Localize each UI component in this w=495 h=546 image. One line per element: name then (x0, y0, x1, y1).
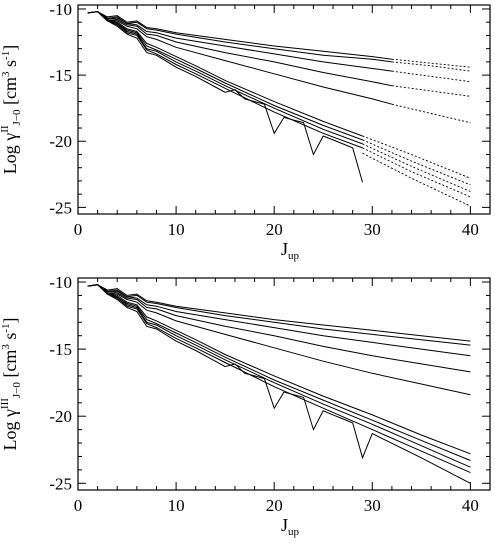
top-panel: 0 10 20 30 40 -10 -15 -20 -25 Jup Log γIIJ−0 [cm3 … (0, 0, 491, 262)
plot-frame (77, 277, 491, 491)
y-title-unit-sup2: -1 (0, 51, 12, 60)
series-group (87, 284, 471, 484)
y-tick-label: -25 (49, 198, 72, 217)
y-tick-label: -15 (49, 340, 72, 359)
series-line (87, 284, 471, 455)
series-line (87, 284, 471, 342)
y-title-sub: J−0 (11, 382, 23, 398)
series-extrapolation (362, 147, 471, 198)
y-title-unit-sup2: -1 (0, 323, 12, 332)
plot-frame (77, 4, 491, 215)
series-extrapolation (391, 61, 471, 72)
x-tick-label: 30 (364, 220, 381, 239)
series-extrapolation (391, 103, 471, 124)
series-extrapolation (362, 152, 471, 207)
y-title-sup: II (0, 125, 11, 133)
series-extrapolation (391, 70, 471, 83)
x-tick-label: 40 (462, 496, 479, 515)
bottom-panel: 0 10 20 30 40 -10 -15 -20 -25 Jup Log γIIIJ−0 [cm3… (0, 273, 491, 538)
x-tick-label: 10 (168, 496, 185, 515)
y-title-sup: III (0, 398, 11, 409)
series-extrapolation (391, 85, 471, 97)
x-tick-label: 30 (364, 496, 381, 515)
x-tick-label: 20 (266, 496, 283, 515)
x-axis-title-base: J (281, 515, 288, 535)
y-tick-label: -20 (49, 407, 72, 426)
y-title-unit-close: ] (0, 45, 20, 51)
series-extrapolation (391, 58, 471, 68)
series-line (87, 11, 392, 87)
x-tick-label: 20 (266, 220, 283, 239)
series-line (87, 284, 471, 468)
x-tick-label: 40 (462, 220, 479, 239)
series-line (87, 11, 363, 145)
series-extrapolation (362, 139, 471, 186)
x-axis-title-sub: up (288, 250, 300, 262)
x-axis-title-base: J (281, 239, 288, 259)
y-title-prefix: Log γ (0, 409, 20, 450)
y-tick-label: -10 (49, 0, 72, 19)
y-axis-title: Log γIIIJ−0 [cm3 s-1] (0, 317, 23, 450)
x-axis-title: Jup (281, 515, 300, 538)
y-title-unit-mid: s (0, 333, 20, 345)
series-group (87, 11, 471, 207)
y-title-unit-sup1: 3 (0, 71, 12, 77)
series-line (87, 284, 471, 373)
y-title-unit-sup1: 3 (0, 344, 12, 350)
y-tick-label: -25 (49, 474, 72, 493)
series-line (87, 284, 471, 474)
series-line (87, 11, 363, 183)
y-axis-title: Log γIIJ−0 [cm3 s-1] (0, 45, 23, 174)
series-line (87, 284, 471, 484)
x-tick-label: 10 (168, 220, 185, 239)
y-title-sub: J−0 (11, 109, 23, 125)
x-axis-title-sub: up (288, 526, 300, 538)
y-tick-label: -20 (49, 132, 72, 151)
y-title-unit-mid: s (0, 60, 20, 72)
y-title-prefix: Log γ (0, 133, 20, 174)
y-title-unit-open: [cm (0, 77, 20, 109)
series-line (87, 11, 392, 60)
y-title-unit-close: ] (0, 317, 20, 323)
series-line (87, 284, 471, 461)
x-tick-label: 0 (74, 220, 83, 239)
y-tick-label: -15 (49, 66, 72, 85)
series-line (87, 11, 363, 141)
x-axis-title: Jup (281, 239, 300, 262)
y-tick-label: -10 (49, 273, 72, 292)
y-title-unit-open: [cm (0, 350, 20, 382)
series-extrapolation (362, 143, 471, 192)
series-extrapolation (362, 135, 471, 179)
x-tick-label: 0 (74, 496, 83, 515)
